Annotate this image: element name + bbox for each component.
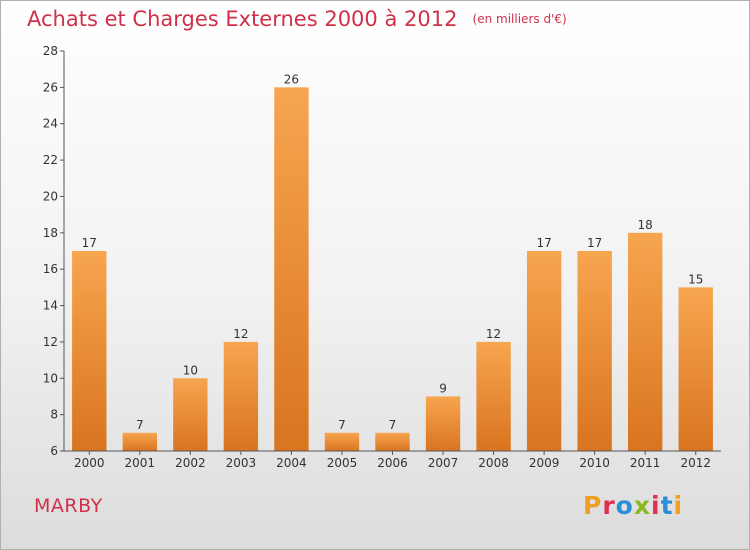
logo-letter: x	[633, 491, 651, 520]
logo-letter: i	[673, 491, 684, 520]
bar-value-label: 7	[338, 418, 346, 432]
y-tick-label: 28	[43, 44, 58, 58]
x-tick-label: 2007	[428, 456, 459, 470]
y-tick-label: 18	[43, 226, 58, 240]
bar	[678, 287, 713, 451]
x-tick-label: 2000	[74, 456, 105, 470]
bar-value-label: 12	[486, 327, 501, 341]
chart-title-text: Achats et Charges Externes 2000 à 2012	[27, 7, 458, 31]
logo-letter: r	[602, 491, 616, 520]
y-tick-label: 14	[43, 299, 58, 313]
bar	[577, 251, 612, 451]
y-tick-label: 6	[50, 444, 58, 458]
y-tick-label: 24	[43, 117, 58, 131]
bar-value-label: 7	[136, 418, 144, 432]
proxiti-logo: Proxiti	[583, 491, 683, 520]
bar-value-label: 18	[638, 218, 653, 232]
bar-value-label: 10	[183, 363, 198, 377]
bar	[476, 341, 511, 451]
y-tick-label: 20	[43, 189, 58, 203]
bar-value-label: 7	[389, 418, 397, 432]
x-tick-label: 2006	[377, 456, 408, 470]
bar-value-label: 17	[587, 236, 602, 250]
bar	[173, 378, 208, 451]
chart-title: Achats et Charges Externes 2000 à 2012 (…	[27, 7, 567, 31]
x-tick-label: 2011	[630, 456, 661, 470]
bar	[526, 251, 562, 451]
logo-letter: P	[583, 491, 603, 520]
x-tick-label: 2012	[680, 456, 711, 470]
bar-value-label: 17	[536, 236, 551, 250]
bar	[223, 341, 259, 451]
bar	[122, 432, 157, 451]
bar-value-label: 17	[82, 236, 97, 250]
x-tick-label: 2003	[226, 456, 257, 470]
x-tick-label: 2010	[579, 456, 610, 470]
bar	[324, 432, 360, 451]
bar-value-label: 26	[284, 72, 299, 86]
x-tick-label: 2008	[478, 456, 509, 470]
bar	[375, 432, 410, 451]
bar-value-label: 15	[688, 272, 703, 286]
bar-value-label: 12	[233, 327, 248, 341]
y-tick-label: 10	[43, 371, 58, 385]
x-tick-label: 2009	[529, 456, 560, 470]
town-name: MARBY	[34, 495, 103, 517]
y-tick-label: 16	[43, 262, 58, 276]
x-tick-label: 2005	[327, 456, 358, 470]
x-tick-label: 2001	[125, 456, 156, 470]
y-tick-label: 12	[43, 335, 58, 349]
bar	[425, 396, 461, 451]
bar	[72, 251, 107, 451]
logo-letter: t	[660, 491, 674, 520]
x-tick-label: 2002	[175, 456, 206, 470]
chart-unit-text: (en milliers d'€)	[472, 12, 567, 26]
y-tick-label: 8	[50, 408, 58, 422]
bar	[274, 87, 309, 451]
bar-value-label: 9	[439, 381, 447, 395]
bar	[628, 232, 663, 451]
x-tick-label: 2004	[276, 456, 307, 470]
logo-letter: i	[651, 491, 661, 520]
y-tick-label: 26	[43, 80, 58, 94]
y-tick-label: 22	[43, 153, 58, 167]
logo-letter: o	[615, 491, 634, 520]
